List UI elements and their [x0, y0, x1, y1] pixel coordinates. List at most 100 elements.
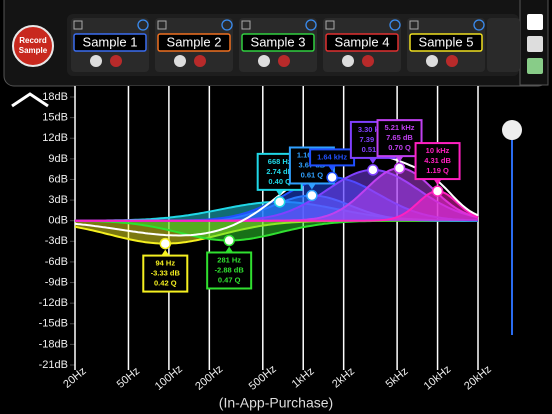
band-label: 3.30 kHz [358, 125, 388, 134]
tab-check [473, 19, 485, 31]
sample-tab[interactable]: Sample 5 [407, 18, 485, 72]
tab-color-icon [90, 55, 102, 67]
band-pointer [368, 157, 377, 164]
slider-knob[interactable] [502, 120, 522, 140]
tab-button [157, 33, 231, 52]
y-tick-label: -21dB [39, 359, 68, 371]
band-area [75, 220, 478, 241]
y-tick-label: 0dB [48, 215, 68, 227]
tab-label: Sample 1 [83, 34, 138, 49]
tab-check [305, 19, 317, 31]
band-label: 0.51 Q [362, 145, 385, 154]
band-pointer [161, 249, 170, 256]
band-pointer [328, 165, 337, 172]
tab-icon [409, 20, 419, 30]
tab-label: Sample 2 [167, 34, 222, 49]
tab-icon [157, 20, 167, 30]
band-label: 0.40 Q [268, 177, 291, 186]
band-dot [223, 234, 235, 247]
tab-icon [73, 20, 83, 30]
band-label: 10 kHz [426, 146, 450, 155]
band-label: 1.64 kHz [317, 152, 347, 161]
band-label: 281 Hz [217, 255, 241, 264]
band-label: 0.70 Q [388, 143, 411, 152]
y-tick-label: -9dB [45, 276, 68, 288]
y-tick-label: 12dB [42, 132, 68, 144]
record-label: Record [19, 36, 47, 45]
tab-reset-icon [194, 55, 206, 67]
sample-tab[interactable]: Sample 1 [71, 18, 149, 72]
band-handle[interactable]: 94 Hz-3.33 dB0.42 Q [142, 237, 189, 293]
tab-button [73, 33, 147, 52]
tab-icon [241, 20, 251, 30]
band-label: 7.65 dB [386, 133, 413, 142]
band-dot [306, 189, 318, 202]
tab-color-icon [174, 55, 186, 67]
y-tick-label: 6dB [48, 173, 68, 185]
band-label: 5.21 kHz [385, 123, 415, 132]
band-handle[interactable]: 281 Hz-2.88 dB0.47 Q [206, 234, 253, 290]
tab-color-icon [342, 55, 354, 67]
tab-label: Sample 3 [251, 34, 306, 49]
band-pointer [433, 179, 442, 186]
tool-icon[interactable] [527, 58, 543, 74]
y-tick-label: -15dB [39, 318, 68, 330]
band-label: 0.42 Q [154, 279, 177, 288]
tool-icon[interactable] [527, 36, 543, 52]
band-dot [393, 162, 406, 174]
tab-label: Sample 4 [335, 34, 390, 49]
band-pointer [395, 156, 404, 163]
band-label: 1.19 Q [426, 166, 449, 175]
band-box [142, 254, 189, 293]
band-pointer [225, 246, 234, 253]
y-tick-label: 18dB [42, 91, 68, 103]
band-curve [75, 190, 479, 222]
band-label: 0.61 Q [301, 170, 324, 179]
band-label: 94 Hz [155, 259, 175, 268]
band-dot [273, 196, 286, 208]
band-pointer [275, 189, 284, 196]
sample-tab[interactable]: Sample 2 [155, 18, 233, 72]
tool-icon[interactable] [527, 14, 543, 30]
tab-reset-icon [278, 55, 290, 67]
tab-button [409, 33, 483, 52]
record-button[interactable]: Record Sample [12, 25, 54, 67]
y-tick-label: -12dB [39, 297, 68, 309]
tab-icon [325, 20, 335, 30]
collapse-chevron[interactable] [11, 92, 49, 108]
record-label: Sample [19, 46, 48, 55]
tab-button [241, 33, 315, 52]
tab-button [325, 33, 399, 52]
band-dot [326, 171, 338, 184]
band-label: -2.88 dB [215, 265, 245, 274]
band-label: 2.74 dB [266, 167, 293, 176]
y-tick-label: -18dB [39, 338, 68, 350]
band-label: 668 Hz [268, 157, 292, 166]
tab-color-icon [258, 55, 270, 67]
band-dot [159, 237, 172, 250]
sample-tab[interactable]: Sample 4 [323, 18, 401, 72]
y-tick-label: -6dB [45, 256, 68, 268]
tab-label: Sample 5 [419, 34, 474, 49]
partial-tab[interactable] [487, 18, 520, 72]
y-tick-label: 15dB [42, 112, 68, 124]
y-tick-label: 9dB [48, 153, 68, 165]
tab-reset-icon [446, 55, 458, 67]
tab-check [389, 19, 401, 31]
tab-reset-icon [110, 55, 122, 67]
band-box [206, 251, 253, 290]
tab-color-icon [426, 55, 438, 67]
band-box [414, 142, 461, 181]
band-label: 7.39 dB [360, 135, 387, 144]
band-label: 0.47 Q [218, 275, 241, 284]
band-area [75, 168, 478, 221]
sample-tab[interactable]: Sample 3 [239, 18, 317, 72]
band-pointer [307, 183, 316, 190]
band-label: -3.33 dB [151, 269, 181, 278]
tab-check [221, 19, 233, 31]
band-dot [367, 164, 379, 176]
footer-note: (In-App-Purchase) [219, 395, 333, 411]
